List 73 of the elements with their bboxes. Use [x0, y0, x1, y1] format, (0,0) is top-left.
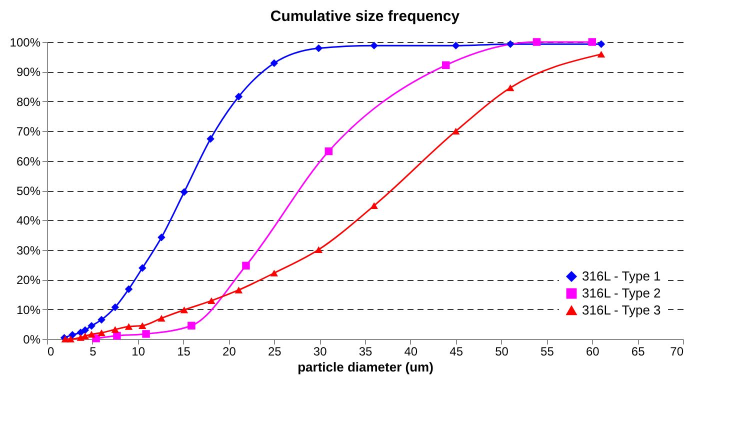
- y-tick-label: 90%: [16, 65, 41, 80]
- point: [452, 42, 460, 50]
- point: [270, 59, 278, 67]
- point: [452, 128, 460, 134]
- point: [208, 297, 216, 304]
- y-tick-label: 100%: [10, 36, 41, 50]
- y-tick-label: 40%: [16, 214, 41, 228]
- x-tick-label: 70: [670, 344, 684, 358]
- x-tick-label: 25: [268, 344, 282, 358]
- point: [158, 314, 166, 322]
- point: [588, 38, 596, 46]
- y-tick-label: 0%: [23, 332, 41, 346]
- point: [188, 322, 196, 330]
- x-tick-label: 15: [177, 344, 191, 358]
- point: [138, 322, 146, 329]
- point: [314, 246, 323, 253]
- point: [234, 286, 243, 294]
- point: [180, 188, 188, 196]
- legend-label: 316L - Type 3: [582, 302, 661, 318]
- x-tick-label: 50: [495, 344, 509, 358]
- point: [111, 326, 120, 333]
- point: [180, 306, 188, 314]
- point: [142, 330, 150, 338]
- y-tick-label: 10%: [16, 302, 41, 317]
- point: [314, 44, 323, 52]
- x-tick-label: 55: [540, 344, 554, 358]
- point: [111, 303, 120, 312]
- y-tick-label: 80%: [16, 94, 41, 109]
- point: [234, 92, 243, 101]
- point: [270, 270, 278, 276]
- point: [138, 264, 146, 272]
- point: [242, 262, 250, 270]
- y-tick-label: 60%: [16, 154, 41, 168]
- x-tick-label: 45: [450, 344, 464, 358]
- x-tick-label: 60: [586, 344, 600, 358]
- x-tick-label: 65: [631, 344, 646, 358]
- x-tick-label: 5: [90, 344, 97, 358]
- point: [370, 42, 378, 50]
- point: [88, 322, 96, 330]
- point: [113, 332, 121, 340]
- point: [324, 147, 333, 156]
- point: [98, 329, 106, 336]
- y-tick-label: 50%: [16, 184, 41, 198]
- point: [506, 84, 514, 92]
- legend-label: 316L - Type 2: [582, 286, 661, 300]
- y-tick-label: 20%: [16, 273, 41, 288]
- x-tick-label: 35: [358, 344, 372, 358]
- y-tick-label: 70%: [16, 124, 41, 139]
- point: [124, 323, 133, 330]
- point: [206, 134, 214, 143]
- point: [506, 40, 514, 48]
- point: [597, 40, 606, 48]
- point: [81, 326, 90, 334]
- point: [76, 334, 84, 341]
- point: [68, 330, 76, 339]
- point: [597, 50, 606, 58]
- x-tick-label: 40: [404, 344, 418, 358]
- point: [532, 38, 541, 46]
- x-tick-label: 30: [313, 344, 328, 358]
- point: [66, 336, 74, 342]
- point: [370, 202, 378, 209]
- y-tick-label: 30%: [16, 243, 41, 258]
- point: [158, 234, 166, 242]
- x-tick-label: 20: [222, 344, 236, 358]
- point: [442, 61, 450, 70]
- point: [124, 285, 133, 293]
- point: [98, 316, 106, 324]
- legend-label: 316L - Type 1: [582, 268, 661, 284]
- x-axis-title: particle diameter (um): [298, 360, 434, 374]
- x-tick-label: 10: [132, 344, 146, 358]
- x-tick-label: 0: [48, 344, 54, 358]
- point: [88, 330, 96, 338]
- chart-title: Cumulative size frequency: [270, 8, 460, 25]
